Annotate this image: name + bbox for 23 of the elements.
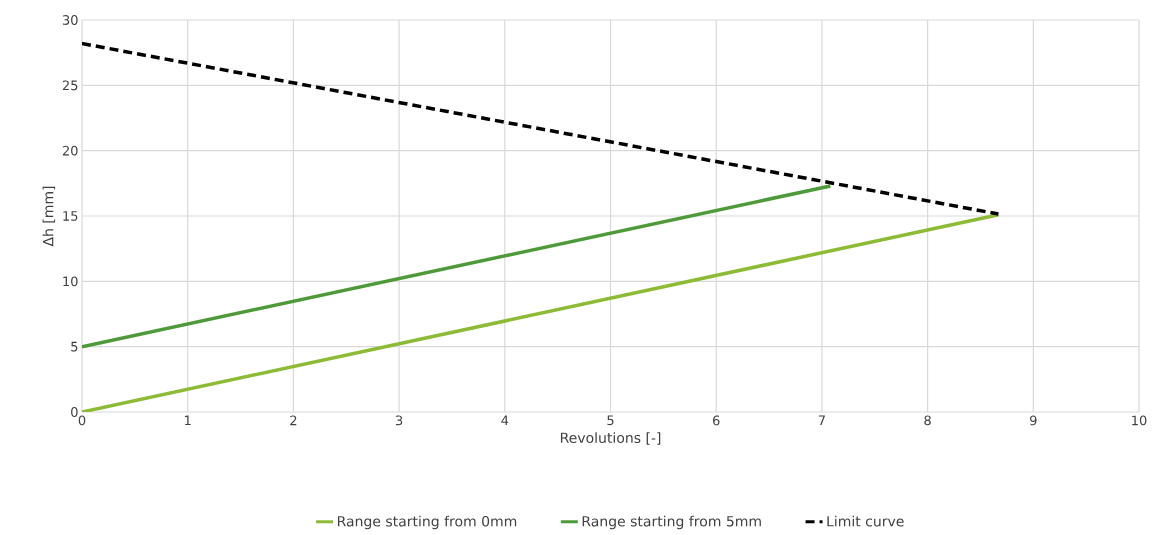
x-tick-label: 9	[1029, 415, 1037, 426]
x-tick-label: 10	[1132, 415, 1147, 426]
x-tick-label: 1	[184, 415, 191, 425]
x-tick-label: 6	[712, 415, 720, 426]
x-tick-label: 0	[78, 415, 86, 426]
y-tick-label: 15	[63, 211, 78, 221]
y-tick-label: 30	[62, 15, 78, 25]
legend-label: Range starting from 5mm	[582, 515, 761, 530]
x-tick-label: 8	[924, 415, 931, 426]
x-tick-label: 3	[395, 415, 403, 426]
y-tick-label: 20	[62, 145, 78, 156]
x-axis-title: Revolutions [-]	[560, 432, 661, 445]
x-tick-label: 5	[607, 415, 614, 426]
x-tick-label: 7	[818, 415, 825, 425]
x-tick-label: 2	[290, 415, 297, 426]
y-tick-label: 5	[71, 341, 78, 352]
x-tick-label: 4	[501, 415, 509, 425]
y-tick-label: 10	[63, 276, 78, 287]
y-tick-label: 25	[62, 80, 78, 91]
y-tick-label: 0	[71, 407, 78, 417]
legend-label: Limit curve	[827, 515, 904, 527]
legend-label: Range starting from 0mm	[337, 515, 517, 530]
y-axis-title: Δh [mm]	[42, 186, 56, 247]
